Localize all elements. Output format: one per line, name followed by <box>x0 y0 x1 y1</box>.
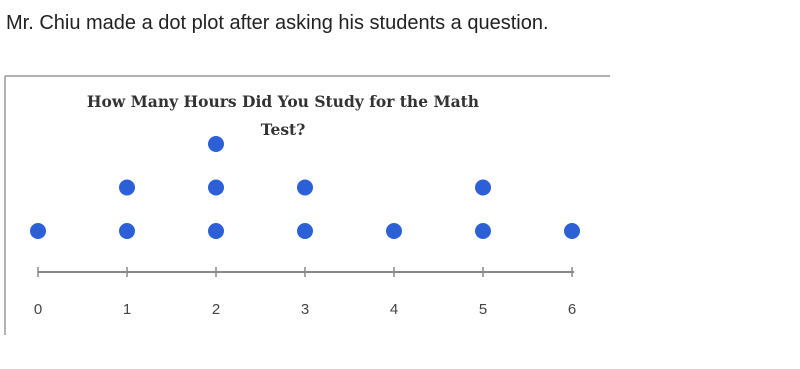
x-tick-label: 5 <box>479 301 487 318</box>
dot <box>297 223 313 239</box>
x-tick-label: 1 <box>123 301 131 318</box>
dot <box>386 223 402 239</box>
dot <box>475 179 491 196</box>
x-tick-label: 2 <box>212 301 220 318</box>
dot <box>208 223 224 239</box>
x-tick-label: 6 <box>568 301 576 318</box>
dot <box>208 136 224 152</box>
dot <box>297 179 313 196</box>
question: Mr. Chiu made a dot plot after asking hi… <box>6 12 549 34</box>
x-tick-label: 0 <box>34 301 42 318</box>
dot <box>564 223 580 239</box>
dot <box>30 223 46 239</box>
dot <box>208 179 224 196</box>
dot <box>119 179 135 196</box>
x-tick-label: 4 <box>390 301 398 318</box>
dot <box>475 223 491 239</box>
x-tick-label: 3 <box>301 301 309 318</box>
chart-title: How Many Hours Did You Study for the Mat… <box>86 92 480 139</box>
dot <box>119 223 135 239</box>
